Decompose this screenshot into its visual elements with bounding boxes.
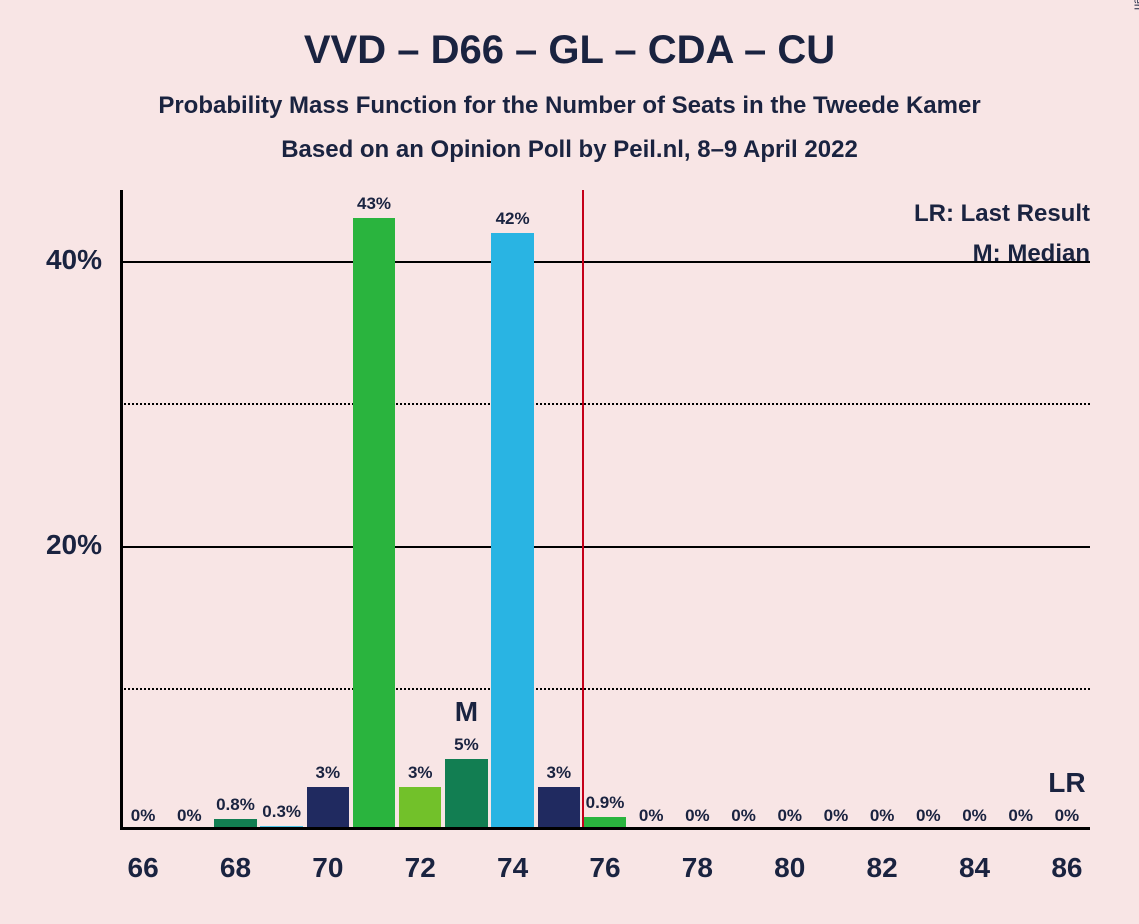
bar (445, 759, 487, 830)
x-tick-label: 68 (189, 852, 281, 884)
gridline-minor (120, 403, 1090, 405)
bar-value-label: 3% (397, 763, 443, 783)
bar (399, 787, 441, 830)
legend-item: LR: Last Result (914, 200, 1090, 228)
bar-value-label: 0.3% (259, 802, 305, 822)
bar-value-label: 0.8% (212, 795, 258, 815)
x-axis (120, 827, 1090, 830)
bar-value-label: 3% (536, 763, 582, 783)
gridline-major (120, 261, 1090, 263)
gridline-minor (120, 688, 1090, 690)
y-tick-label: 40% (0, 244, 102, 276)
x-tick-label: 86 (1021, 852, 1113, 884)
bar-value-label: 0% (767, 806, 813, 826)
bar-value-label: 0% (628, 806, 674, 826)
bar-value-label: 0% (905, 806, 951, 826)
x-tick-label: 66 (97, 852, 189, 884)
plot-area: 0%0%0.8%0.3%3%43%3%5%42%3%0.9%0%0%0%0%0%… (120, 190, 1090, 830)
x-tick-label: 82 (836, 852, 928, 884)
bar-value-label: 0% (998, 806, 1044, 826)
bar (538, 787, 580, 830)
bar-value-label: 0% (951, 806, 997, 826)
bar-value-label: 43% (351, 194, 397, 214)
x-tick-label: 70 (282, 852, 374, 884)
gridline-major (120, 546, 1090, 548)
chart-title: VVD – D66 – GL – CDA – CU (0, 28, 1139, 73)
chart-subtitle-1: Probability Mass Function for the Number… (0, 92, 1139, 120)
bar-value-label: 0% (120, 806, 166, 826)
x-tick-label: 76 (559, 852, 651, 884)
bar-value-label: 0% (813, 806, 859, 826)
chart-subtitle-2: Based on an Opinion Poll by Peil.nl, 8–9… (0, 136, 1139, 164)
last-result-marker: LR (1044, 767, 1090, 799)
y-axis (120, 190, 123, 830)
bar-value-label: 0% (720, 806, 766, 826)
majority-line (582, 190, 584, 830)
bar-value-label: 0.9% (582, 793, 628, 813)
bar-value-label: 0% (859, 806, 905, 826)
legend-item: M: Median (973, 240, 1090, 268)
copyright-text: © 2022 Filip van Laenen (1131, 0, 1139, 10)
bar-value-label: 3% (305, 763, 351, 783)
bar (491, 233, 533, 830)
x-tick-label: 74 (466, 852, 558, 884)
bar-value-label: 42% (490, 209, 536, 229)
bar-value-label: 0% (674, 806, 720, 826)
bar-value-label: 0% (1044, 806, 1090, 826)
bar-value-label: 0% (166, 806, 212, 826)
median-marker: M (443, 696, 489, 728)
y-tick-label: 20% (0, 529, 102, 561)
x-tick-label: 78 (651, 852, 743, 884)
bar (307, 787, 349, 830)
x-tick-label: 80 (744, 852, 836, 884)
chart-container: © 2022 Filip van Laenen VVD – D66 – GL –… (0, 0, 1139, 924)
bar-value-label: 5% (443, 735, 489, 755)
bar (353, 218, 395, 830)
x-tick-label: 84 (928, 852, 1020, 884)
x-tick-label: 72 (374, 852, 466, 884)
